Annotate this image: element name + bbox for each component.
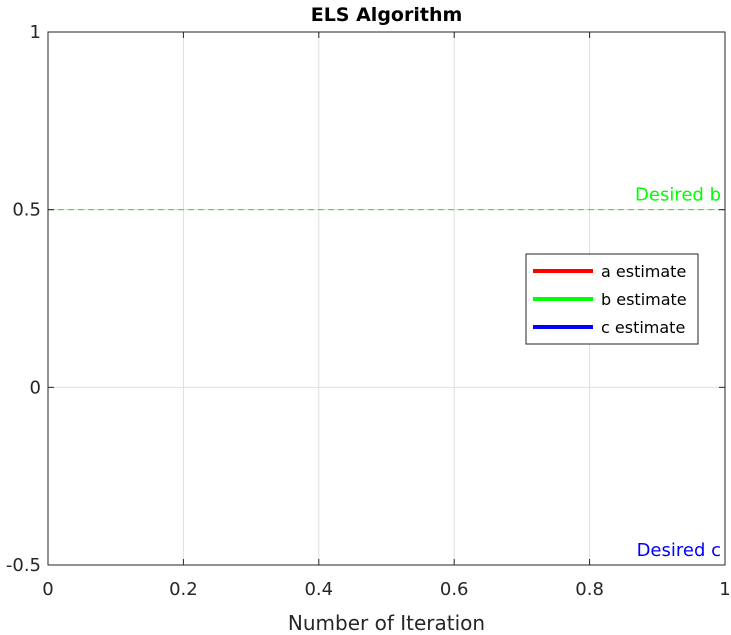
x-tick-label: 0.4	[304, 579, 333, 600]
x-tick-label: 0	[42, 579, 53, 600]
ticks: 0 0.2 0.4 0.6 0.8 1-0.500.51	[6, 22, 731, 600]
x-axis-label: Number of Iteration	[288, 611, 485, 635]
legend-entry: c estimate	[601, 318, 685, 337]
x-tick-label: 1	[719, 579, 730, 600]
reference-labels: Desired b Desired c	[635, 185, 721, 561]
reference-label: Desired b	[635, 185, 721, 206]
legend-entry: a estimate	[601, 262, 686, 281]
x-tick-label: 0.6	[440, 579, 469, 600]
y-tick-label: 0.5	[12, 200, 41, 221]
y-tick-label: 0	[30, 377, 41, 398]
y-tick-label: -0.5	[6, 555, 41, 576]
x-tick-label: 0.8	[575, 579, 604, 600]
plot-frame	[47, 31, 726, 566]
x-tick-label: 0.2	[169, 579, 198, 600]
y-tick-label: 1	[30, 22, 41, 43]
reference-label: Desired c	[637, 540, 721, 561]
legend: a estimate b estimate c estimate	[525, 253, 699, 345]
legend-entry: b estimate	[601, 290, 687, 309]
chart-title: ELS Algorithm	[311, 4, 463, 26]
